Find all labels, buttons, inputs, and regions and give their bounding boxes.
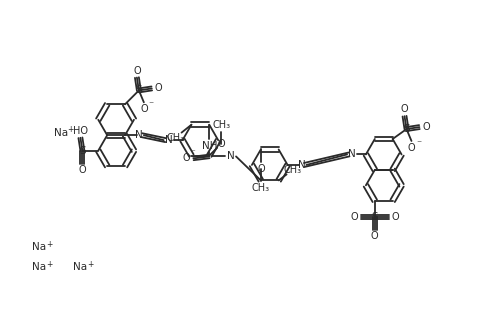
Text: N: N: [227, 152, 235, 161]
Text: Na: Na: [32, 262, 46, 272]
Text: S: S: [372, 212, 378, 222]
Text: +: +: [46, 240, 52, 249]
Text: CH₃: CH₃: [212, 120, 230, 130]
Text: O: O: [183, 153, 190, 163]
Text: ⁻: ⁻: [416, 139, 421, 149]
Text: O: O: [392, 212, 399, 222]
Text: Na: Na: [32, 242, 46, 252]
Text: O: O: [350, 212, 358, 222]
Text: O: O: [257, 164, 264, 174]
Text: CH₃: CH₃: [252, 183, 270, 193]
Text: +: +: [68, 125, 74, 134]
Text: N: N: [135, 130, 143, 140]
Text: ⁻: ⁻: [148, 100, 153, 110]
Text: S: S: [79, 146, 86, 156]
Text: S: S: [135, 85, 142, 95]
Text: N: N: [165, 135, 172, 145]
Text: O: O: [79, 165, 86, 175]
Text: ⁻: ⁻: [190, 148, 195, 157]
Text: O: O: [140, 104, 148, 114]
Text: O: O: [422, 122, 430, 132]
Text: N: N: [348, 149, 356, 159]
Text: O: O: [401, 104, 408, 114]
Text: N: N: [298, 160, 305, 170]
Text: NH: NH: [202, 140, 217, 151]
Text: S: S: [403, 124, 410, 134]
Text: +: +: [46, 260, 52, 269]
Text: CH₃: CH₃: [284, 165, 301, 175]
Text: HO: HO: [73, 126, 88, 136]
Text: O: O: [408, 143, 415, 153]
Text: Na: Na: [54, 128, 68, 138]
Text: O: O: [155, 83, 163, 94]
Text: +: +: [87, 260, 94, 269]
Text: O: O: [133, 66, 141, 76]
Text: Na: Na: [73, 262, 88, 272]
Text: O: O: [371, 232, 379, 242]
Text: O: O: [217, 139, 225, 149]
Text: CH₃: CH₃: [167, 133, 185, 143]
